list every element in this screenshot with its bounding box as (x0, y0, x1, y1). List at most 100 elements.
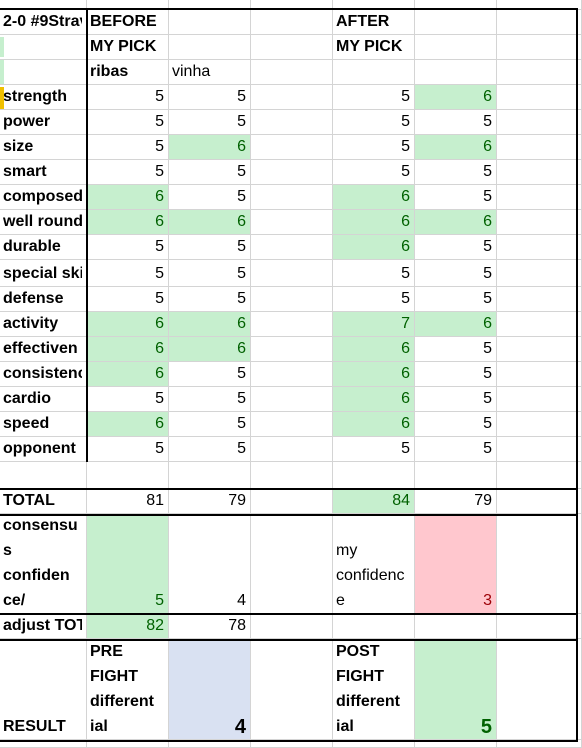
empty-cell[interactable] (497, 135, 582, 160)
score-cell[interactable]: 5 (333, 437, 415, 462)
after-label[interactable]: AFTER (333, 10, 415, 35)
attribute-label[interactable]: size (0, 135, 87, 160)
attribute-label[interactable]: cardio (0, 387, 87, 412)
post-fight-differential-label[interactable]: POST FIGHT different ial (333, 639, 415, 740)
total-after-ribas[interactable]: 84 (333, 489, 415, 514)
empty-cell[interactable] (251, 614, 333, 639)
score-cell[interactable]: 5 (87, 287, 169, 312)
empty-cell[interactable] (497, 287, 582, 312)
empty-cell[interactable] (251, 160, 333, 185)
score-cell[interactable]: 5 (169, 160, 251, 185)
empty-cell[interactable] (251, 462, 333, 489)
empty-cell[interactable] (415, 462, 497, 489)
empty-cell[interactable] (251, 412, 333, 437)
empty-cell[interactable] (497, 412, 582, 437)
score-cell[interactable]: 5 (415, 337, 497, 362)
score-cell[interactable]: 6 (169, 135, 251, 160)
empty-cell[interactable] (497, 312, 582, 337)
score-cell[interactable]: 5 (415, 160, 497, 185)
score-cell[interactable]: 5 (169, 235, 251, 260)
score-cell[interactable]: 5 (169, 85, 251, 110)
attribute-label[interactable]: defense (0, 287, 87, 312)
score-cell[interactable]: 5 (415, 110, 497, 135)
score-cell[interactable]: 6 (333, 337, 415, 362)
empty-cell[interactable] (169, 35, 251, 60)
empty-cell[interactable] (251, 287, 333, 312)
attribute-label[interactable]: consistenc (0, 362, 87, 387)
score-cell[interactable]: 5 (415, 362, 497, 387)
empty-cell[interactable] (251, 437, 333, 462)
empty-cell[interactable] (251, 489, 333, 514)
empty-cell[interactable] (497, 514, 582, 614)
consensus-confidence-label[interactable]: consensu s confiden ce/ (0, 514, 87, 614)
score-cell[interactable]: 5 (415, 387, 497, 412)
empty-cell[interactable] (333, 462, 415, 489)
score-cell[interactable]: 5 (415, 287, 497, 312)
fighter-b-label[interactable]: vinha (169, 60, 251, 85)
empty-cell[interactable] (497, 260, 582, 287)
empty-cell[interactable] (497, 185, 582, 210)
score-cell[interactable]: 5 (333, 110, 415, 135)
empty-cell[interactable] (169, 462, 251, 489)
score-cell[interactable]: 6 (87, 210, 169, 235)
total-before-vinha[interactable]: 79 (169, 489, 251, 514)
empty-cell[interactable] (251, 387, 333, 412)
confidence-vinha[interactable]: 4 (169, 514, 251, 614)
score-cell[interactable]: 6 (87, 362, 169, 387)
empty-cell[interactable] (415, 614, 497, 639)
score-cell[interactable]: 5 (87, 437, 169, 462)
empty-cell[interactable] (251, 85, 333, 110)
adjust-total-label[interactable]: adjust TOT (0, 614, 87, 639)
score-cell[interactable]: 6 (415, 135, 497, 160)
score-cell[interactable]: 6 (333, 412, 415, 437)
attribute-label[interactable]: smart (0, 160, 87, 185)
empty-cell[interactable] (251, 185, 333, 210)
empty-cell[interactable] (497, 437, 582, 462)
empty-cell[interactable] (497, 489, 582, 514)
score-cell[interactable]: 5 (87, 110, 169, 135)
score-cell[interactable]: 6 (415, 210, 497, 235)
score-cell[interactable]: 5 (415, 260, 497, 287)
empty-cell[interactable] (251, 210, 333, 235)
score-cell[interactable]: 5 (169, 287, 251, 312)
my-confidence-label[interactable]: my confidenc e (333, 514, 415, 614)
score-cell[interactable]: 5 (415, 437, 497, 462)
empty-cell[interactable] (415, 10, 497, 35)
attribute-label[interactable]: durable (0, 235, 87, 260)
empty-cell[interactable] (251, 514, 333, 614)
score-cell[interactable]: 5 (87, 235, 169, 260)
score-cell[interactable]: 5 (333, 160, 415, 185)
score-cell[interactable]: 6 (333, 235, 415, 260)
fighter-a-label[interactable]: ribas (87, 60, 169, 85)
empty-cell[interactable] (251, 35, 333, 60)
score-cell[interactable]: 5 (87, 160, 169, 185)
empty-cell[interactable] (497, 462, 582, 489)
score-cell[interactable]: 5 (169, 437, 251, 462)
my-pick-before[interactable]: MY PICK (87, 35, 169, 60)
total-label[interactable]: TOTAL (0, 489, 87, 514)
empty-cell[interactable] (87, 462, 169, 489)
score-cell[interactable]: 5 (87, 260, 169, 287)
empty-cell[interactable] (497, 614, 582, 639)
score-cell[interactable]: 5 (415, 235, 497, 260)
empty-cell[interactable] (497, 639, 582, 740)
empty-cell[interactable] (415, 35, 497, 60)
adjust-ribas[interactable]: 82 (87, 614, 169, 639)
empty-cell[interactable] (333, 614, 415, 639)
empty-cell[interactable] (497, 210, 582, 235)
score-cell[interactable]: 5 (333, 135, 415, 160)
score-cell[interactable]: 5 (333, 287, 415, 312)
empty-cell[interactable] (251, 235, 333, 260)
score-cell[interactable]: 5 (87, 135, 169, 160)
score-cell[interactable]: 6 (415, 312, 497, 337)
empty-cell[interactable] (251, 10, 333, 35)
empty-cell[interactable] (0, 60, 87, 85)
my-pick-after[interactable]: MY PICK (333, 35, 415, 60)
score-cell[interactable]: 5 (169, 362, 251, 387)
score-cell[interactable]: 6 (169, 337, 251, 362)
score-cell[interactable]: 6 (333, 210, 415, 235)
score-cell[interactable]: 6 (87, 312, 169, 337)
empty-cell[interactable] (251, 260, 333, 287)
score-cell[interactable]: 6 (87, 185, 169, 210)
empty-cell[interactable] (497, 160, 582, 185)
